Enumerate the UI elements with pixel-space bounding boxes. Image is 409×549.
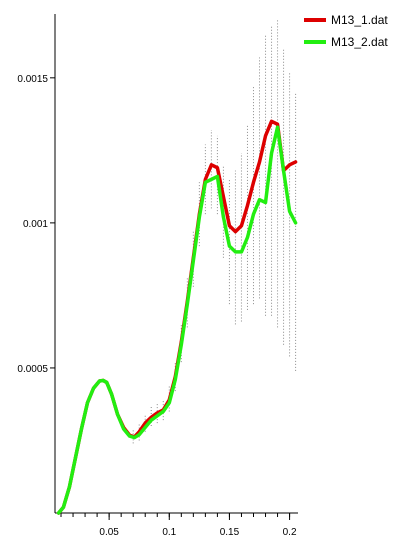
- x-tick-label: 0.05: [99, 527, 119, 538]
- series-line-2: [56, 125, 298, 515]
- legend-label: M13_2.dat: [331, 35, 388, 49]
- error-bars: [132, 19, 297, 444]
- series-lines: [56, 119, 298, 515]
- y-tick-label: 0.001: [23, 219, 48, 230]
- x-tick-label: 0.2: [283, 527, 297, 538]
- y-tick-label: 0.0005: [17, 364, 48, 375]
- legend-label: M13_1.dat: [331, 13, 388, 27]
- series-line-1: [56, 119, 298, 515]
- x-tick-label: 0.15: [220, 527, 240, 538]
- axes: 0.05 0.1 0.15 0.2 0.0005 0.001 0.0015: [17, 14, 298, 538]
- y-tick-label: 0.0015: [17, 74, 48, 85]
- legend: M13_1.dat M13_2.dat: [304, 13, 388, 49]
- x-tick-label: 0.1: [162, 527, 176, 538]
